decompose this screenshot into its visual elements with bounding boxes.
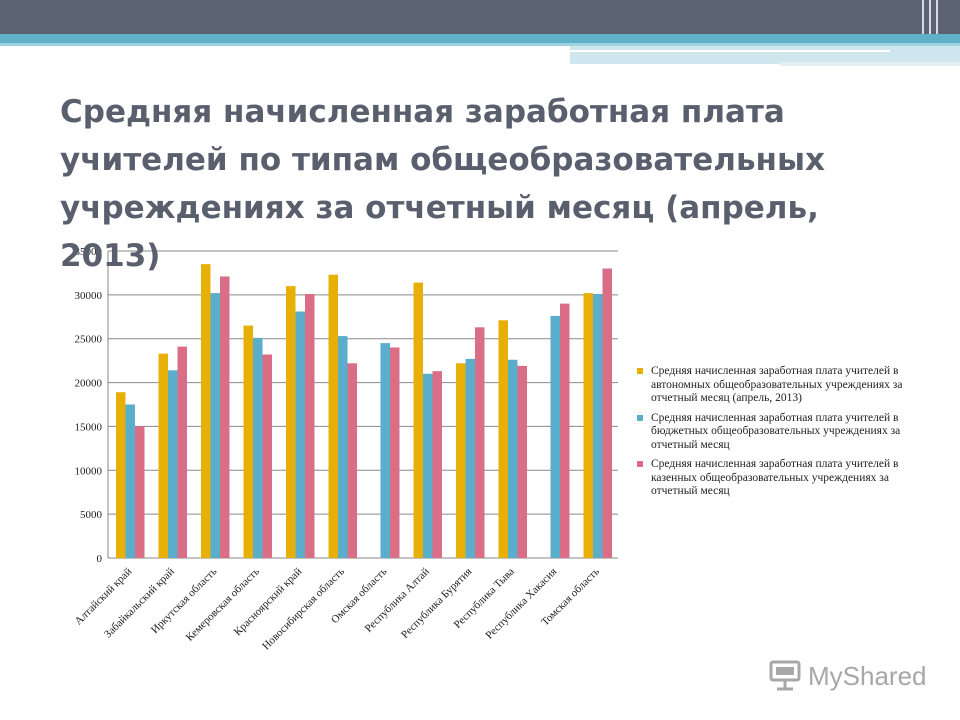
legend-label-budget: Средняя начисленная заработная плата учи… bbox=[651, 411, 901, 451]
bar-series-3 bbox=[177, 346, 187, 558]
bar-series-2 bbox=[380, 343, 390, 558]
legend-label-autonomous: Средняя начисленная заработная плата учи… bbox=[651, 365, 903, 404]
bar-series-1 bbox=[498, 320, 508, 558]
y-tick-label: 10000 bbox=[75, 465, 103, 477]
legend-label-state: Средняя начисленная заработная плата учи… bbox=[651, 458, 899, 497]
legend-item-autonomous: Средняя начисленная заработная плата учи… bbox=[637, 365, 907, 406]
y-tick-label: 35000 bbox=[75, 246, 103, 258]
bar-series-1 bbox=[286, 286, 296, 558]
legend-swatch-state bbox=[637, 461, 643, 467]
bar-series-1 bbox=[243, 325, 253, 558]
x-category-label: Республика Хакасия bbox=[483, 566, 559, 642]
bar-series-2 bbox=[295, 311, 305, 558]
accent-band-light bbox=[0, 43, 960, 46]
bar-series-2 bbox=[423, 373, 433, 558]
presentation-board-icon bbox=[769, 660, 801, 691]
slide-title: Средняя начисленная заработная плата учи… bbox=[60, 94, 825, 274]
bar-series-2 bbox=[210, 293, 220, 558]
bar-series-1 bbox=[328, 274, 338, 558]
y-tick-label: 25000 bbox=[75, 334, 103, 346]
accent-band bbox=[0, 34, 960, 43]
bar-series-1 bbox=[158, 353, 168, 558]
bar-series-2 bbox=[125, 404, 135, 558]
accent-band-faint bbox=[780, 62, 960, 66]
y-tick-label: 15000 bbox=[75, 421, 103, 433]
bar-series-2 bbox=[338, 336, 348, 558]
chart-legend: Средняя начисленная заработная плата учи… bbox=[637, 365, 907, 505]
bar-series-3 bbox=[390, 347, 400, 558]
y-tick-label: 20000 bbox=[75, 378, 103, 390]
bar-series-3 bbox=[305, 293, 315, 558]
y-tick-label: 5000 bbox=[80, 509, 103, 521]
bar-series-2 bbox=[465, 358, 475, 558]
bar-series-3 bbox=[602, 268, 612, 558]
bar-series-3 bbox=[432, 371, 442, 558]
bar-series-2 bbox=[253, 337, 263, 558]
legend-item-budget: Средняя начисленная заработная плата учи… bbox=[637, 412, 907, 453]
legend-item-state: Средняя начисленная заработная плата учи… bbox=[637, 458, 907, 499]
y-tick-label: 30000 bbox=[75, 290, 103, 302]
legend-swatch-budget bbox=[637, 414, 643, 421]
x-category-label: Кемеровская область bbox=[184, 566, 262, 644]
bar-series-1 bbox=[201, 264, 211, 558]
bar-series-3 bbox=[475, 327, 485, 558]
bar-series-3 bbox=[262, 354, 272, 558]
bar-series-2 bbox=[168, 370, 178, 558]
bar-series-1 bbox=[456, 363, 466, 558]
x-category-label: Забайкальский край bbox=[102, 566, 177, 641]
header-stripes bbox=[922, 0, 952, 60]
y-tick-label: 0 bbox=[97, 553, 103, 565]
bar-series-2 bbox=[593, 293, 603, 558]
bar-series-3 bbox=[135, 426, 145, 558]
x-category-label: Республика Бурятия bbox=[399, 566, 474, 641]
bar-series-1 bbox=[583, 293, 593, 558]
bar-series-2 bbox=[550, 315, 560, 558]
bar-series-3 bbox=[347, 363, 357, 558]
legend-swatch-autonomous bbox=[637, 368, 643, 374]
bar-series-2 bbox=[508, 359, 518, 558]
bar-series-3 bbox=[517, 365, 527, 558]
bar-series-1 bbox=[413, 282, 423, 558]
x-category-label: Новосибирская область bbox=[260, 566, 347, 653]
bar-series-3 bbox=[220, 276, 230, 558]
header-bar bbox=[0, 0, 960, 34]
bar-series-1 bbox=[116, 392, 126, 558]
logo-text: MyShared bbox=[808, 661, 927, 691]
bar-series-3 bbox=[560, 303, 570, 558]
accent-band-line bbox=[570, 50, 890, 52]
